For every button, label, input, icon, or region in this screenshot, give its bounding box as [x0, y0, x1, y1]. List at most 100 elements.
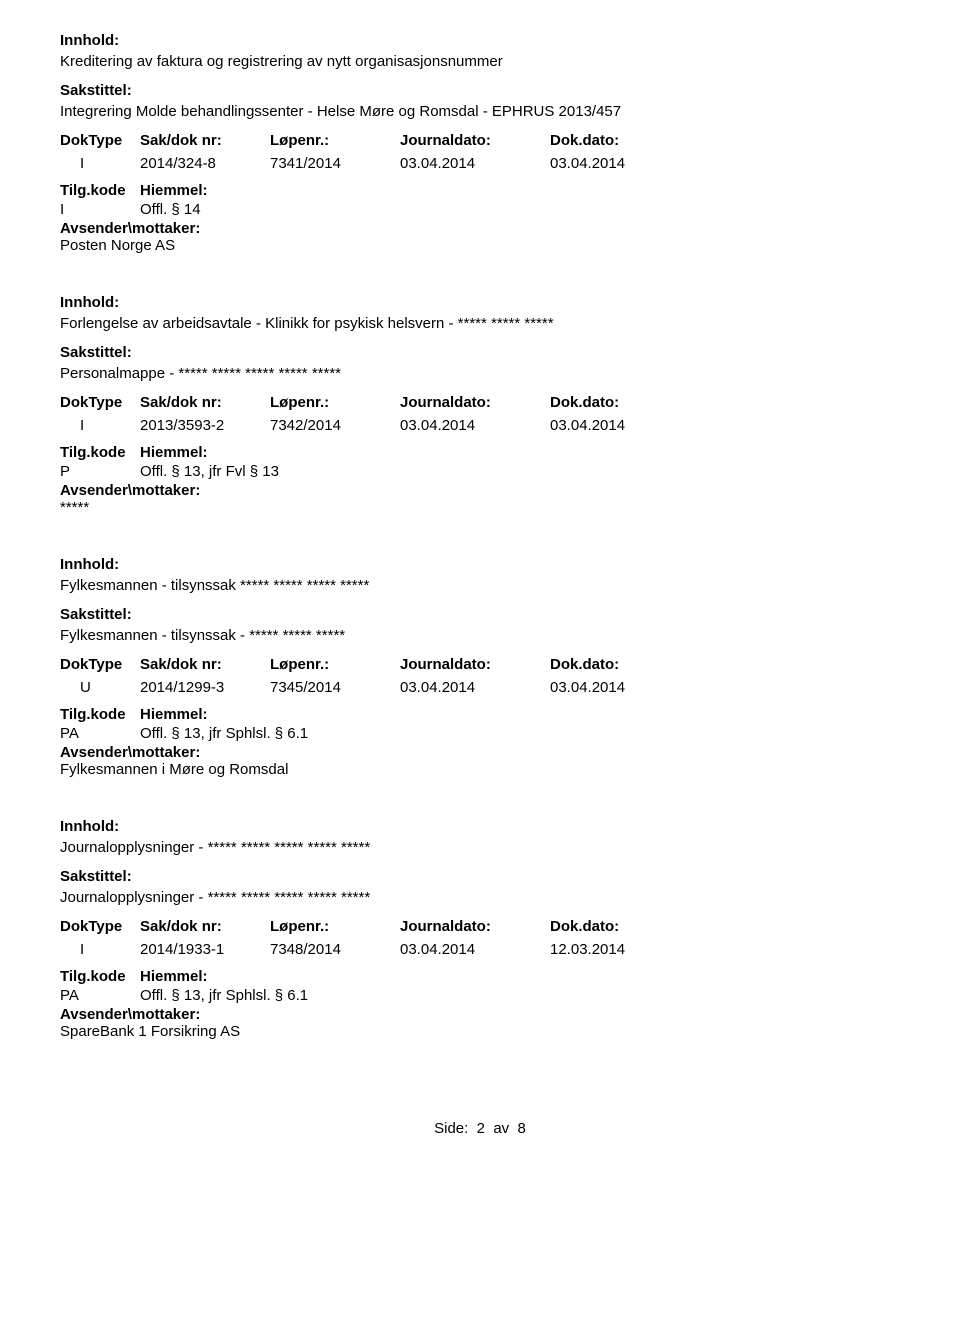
doktype-header: DokType [60, 394, 140, 411]
page-footer: Side: 2 av 8 [60, 1120, 900, 1137]
sakstittel-value: Journalopplysninger - ***** ***** ***** … [60, 889, 900, 906]
saknr-header: Sak/dok nr: [140, 656, 270, 673]
saknr-value: 2014/324-8 [140, 155, 270, 172]
doktype-value: I [60, 155, 140, 172]
innhold-label: Innhold: [60, 556, 900, 573]
avsender-label: Avsender\mottaker: [60, 744, 900, 761]
dokdato-value: 03.04.2014 [550, 417, 700, 434]
dokdato-value: 03.04.2014 [550, 679, 700, 696]
tilg-value-row: POffl. § 13, jfr Fvl § 13 [60, 463, 900, 480]
header-row: DokTypeSak/dok nr:Løpenr.:Journaldato:Do… [60, 656, 900, 673]
journaldato-value: 03.04.2014 [400, 679, 550, 696]
sakstittel-value: Personalmappe - ***** ***** ***** ***** … [60, 365, 900, 382]
sakstittel-label: Sakstittel: [60, 868, 900, 885]
footer-total: 8 [518, 1120, 526, 1137]
tilgkode-header: Tilg.kode [60, 968, 140, 985]
innhold-label: Innhold: [60, 818, 900, 835]
innhold-value: Forlengelse av arbeidsavtale - Klinikk f… [60, 315, 900, 332]
journaldato-header: Journaldato: [400, 918, 550, 935]
hjemmel-value: Offl. § 13, jfr Fvl § 13 [140, 463, 279, 480]
saknr-value: 2013/3593-2 [140, 417, 270, 434]
avsender-value: ***** [60, 499, 900, 516]
dokdato-header: Dok.dato: [550, 918, 700, 935]
doktype-header: DokType [60, 656, 140, 673]
avsender-label: Avsender\mottaker: [60, 482, 900, 499]
doktype-value: I [60, 941, 140, 958]
header-row: DokTypeSak/dok nr:Løpenr.:Journaldato:Do… [60, 918, 900, 935]
lopenr-header: Løpenr.: [270, 394, 400, 411]
dokdato-header: Dok.dato: [550, 132, 700, 149]
lopenr-value: 7345/2014 [270, 679, 400, 696]
innhold-value: Journalopplysninger - ***** ***** ***** … [60, 839, 900, 856]
footer-page-num: 2 [477, 1120, 485, 1137]
hjemmel-header: Hiemmel: [140, 968, 208, 985]
footer-av-label: av [493, 1120, 509, 1137]
hjemmel-value: Offl. § 14 [140, 201, 201, 218]
tilg-value-row: PAOffl. § 13, jfr Sphlsl. § 6.1 [60, 987, 900, 1004]
tilgkode-value: I [60, 201, 140, 218]
innhold-value: Kreditering av faktura og registrering a… [60, 53, 900, 70]
doktype-value: U [60, 679, 140, 696]
lopenr-header: Løpenr.: [270, 132, 400, 149]
journaldato-header: Journaldato: [400, 656, 550, 673]
sakstittel-value: Fylkesmannen - tilsynssak - ***** ***** … [60, 627, 900, 644]
value-row: I2014/324-87341/201403.04.201403.04.2014 [60, 155, 900, 172]
footer-side-label: Side: [434, 1120, 468, 1137]
journal-record: Innhold: Forlengelse av arbeidsavtale - K… [60, 294, 900, 516]
avsender-value: Posten Norge AS [60, 237, 900, 254]
header-row: DokTypeSak/dok nr:Løpenr.:Journaldato:Do… [60, 394, 900, 411]
dokdato-value: 12.03.2014 [550, 941, 700, 958]
lopenr-value: 7348/2014 [270, 941, 400, 958]
tilgkode-header: Tilg.kode [60, 182, 140, 199]
doktype-value: I [60, 417, 140, 434]
tilgkode-header: Tilg.kode [60, 706, 140, 723]
doktype-header: DokType [60, 132, 140, 149]
lopenr-header: Løpenr.: [270, 918, 400, 935]
sakstittel-label: Sakstittel: [60, 344, 900, 361]
journal-record: Innhold: Kreditering av faktura og regist… [60, 32, 900, 254]
saknr-value: 2014/1933-1 [140, 941, 270, 958]
lopenr-value: 7341/2014 [270, 155, 400, 172]
value-row: I2014/1933-17348/201403.04.201412.03.201… [60, 941, 900, 958]
tilgkode-header: Tilg.kode [60, 444, 140, 461]
hjemmel-header: Hiemmel: [140, 444, 208, 461]
tilg-header-row: Tilg.kodeHiemmel: [60, 182, 900, 199]
saknr-header: Sak/dok nr: [140, 918, 270, 935]
saknr-value: 2014/1299-3 [140, 679, 270, 696]
header-row: DokTypeSak/dok nr:Løpenr.:Journaldato:Do… [60, 132, 900, 149]
hjemmel-value: Offl. § 13, jfr Sphlsl. § 6.1 [140, 987, 308, 1004]
avsender-label: Avsender\mottaker: [60, 220, 900, 237]
avsender-value: Fylkesmannen i Møre og Romsdal [60, 761, 900, 778]
innhold-value: Fylkesmannen - tilsynssak ***** ***** **… [60, 577, 900, 594]
tilgkode-value: P [60, 463, 140, 480]
dokdato-value: 03.04.2014 [550, 155, 700, 172]
tilg-value-row: PAOffl. § 13, jfr Sphlsl. § 6.1 [60, 725, 900, 742]
innhold-label: Innhold: [60, 294, 900, 311]
doktype-header: DokType [60, 918, 140, 935]
value-row: I2013/3593-27342/201403.04.201403.04.201… [60, 417, 900, 434]
tilgkode-value: PA [60, 987, 140, 1004]
avsender-label: Avsender\mottaker: [60, 1006, 900, 1023]
sakstittel-value: Integrering Molde behandlingssenter - He… [60, 103, 900, 120]
dokdato-header: Dok.dato: [550, 656, 700, 673]
hjemmel-header: Hiemmel: [140, 182, 208, 199]
innhold-label: Innhold: [60, 32, 900, 49]
lopenr-header: Løpenr.: [270, 656, 400, 673]
tilg-header-row: Tilg.kodeHiemmel: [60, 444, 900, 461]
dokdato-header: Dok.dato: [550, 394, 700, 411]
journal-record: Innhold: Fylkesmannen - tilsynssak ***** … [60, 556, 900, 778]
value-row: U2014/1299-37345/201403.04.201403.04.201… [60, 679, 900, 696]
tilg-header-row: Tilg.kodeHiemmel: [60, 706, 900, 723]
saknr-header: Sak/dok nr: [140, 132, 270, 149]
lopenr-value: 7342/2014 [270, 417, 400, 434]
saknr-header: Sak/dok nr: [140, 394, 270, 411]
tilg-value-row: IOffl. § 14 [60, 201, 900, 218]
journal-record: Innhold: Journalopplysninger - ***** ****… [60, 818, 900, 1040]
tilgkode-value: PA [60, 725, 140, 742]
tilg-header-row: Tilg.kodeHiemmel: [60, 968, 900, 985]
avsender-value: SpareBank 1 Forsikring AS [60, 1023, 900, 1040]
sakstittel-label: Sakstittel: [60, 82, 900, 99]
journaldato-value: 03.04.2014 [400, 155, 550, 172]
journaldato-header: Journaldato: [400, 394, 550, 411]
hjemmel-header: Hiemmel: [140, 706, 208, 723]
